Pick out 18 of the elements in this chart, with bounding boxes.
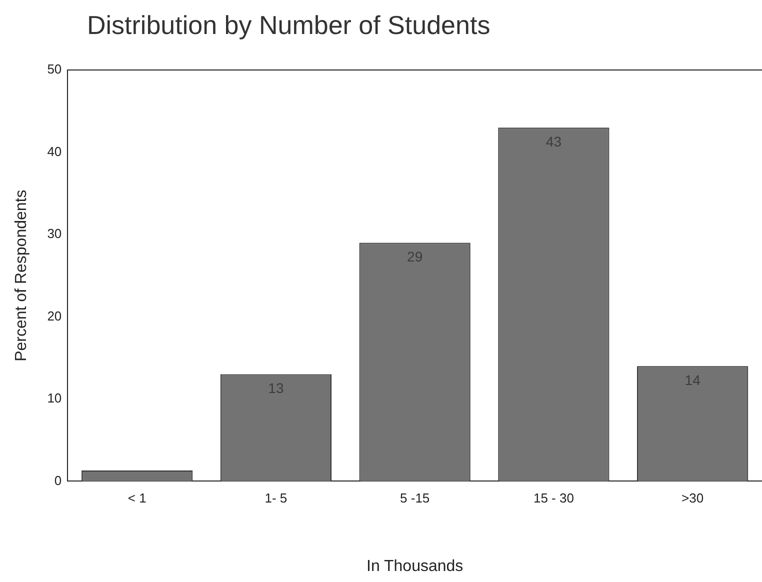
y-tick-label: 50 [47, 62, 62, 77]
y-tick-label: 10 [47, 390, 62, 406]
y-tick-label: 40 [47, 144, 62, 159]
y-tick-label: 0 [54, 472, 62, 488]
x-tick-label: >30 [682, 490, 704, 506]
data-label: 29 [407, 248, 423, 265]
data-label: 43 [546, 133, 562, 150]
data-label: 13 [268, 380, 284, 396]
y-tick-label: 20 [47, 308, 62, 324]
x-axis-title: In Thousands [366, 558, 464, 575]
y-axis-title: Percent of Respondents [13, 190, 30, 362]
x-tick-label: 15 - 30 [533, 490, 574, 506]
data-label: 14 [684, 372, 701, 388]
chart-title: Distribution by Number of Students [87, 10, 490, 41]
x-tick-label: 5 -15 [400, 490, 430, 506]
x-tick-label: < 1 [128, 490, 146, 506]
y-tick-label: 30 [47, 226, 62, 242]
x-tick-label: 1- 5 [264, 490, 288, 506]
